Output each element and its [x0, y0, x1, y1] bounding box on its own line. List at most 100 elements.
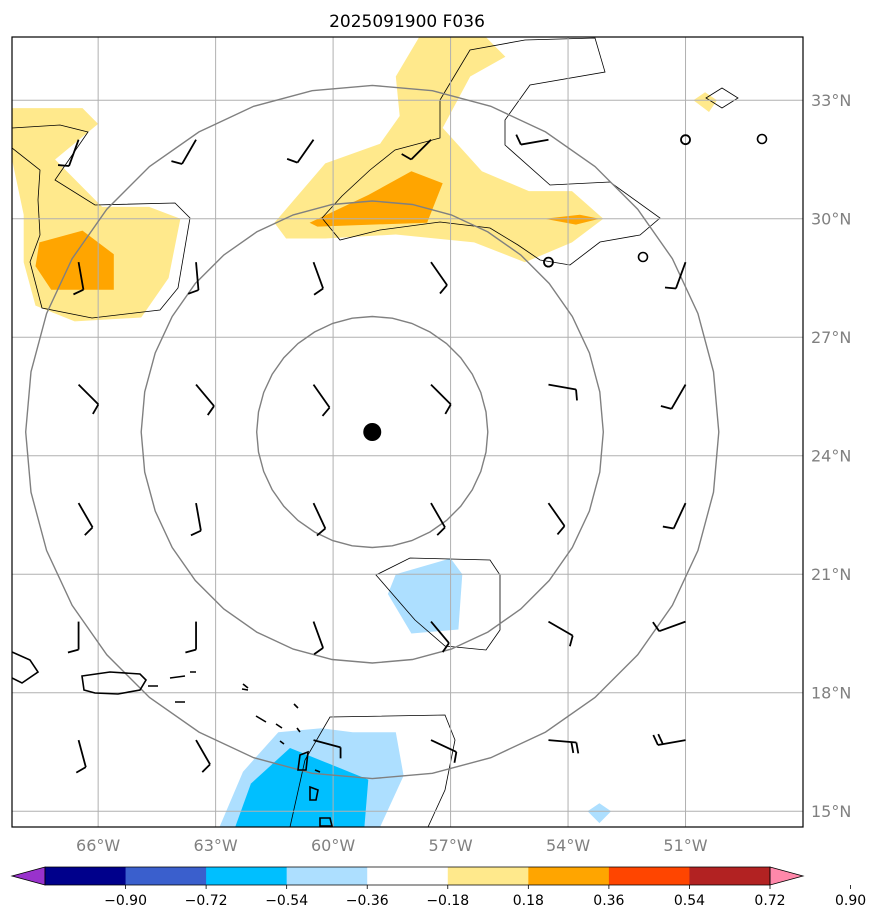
colorbar-segment-4 — [367, 867, 449, 885]
wind-barb-flag — [316, 527, 326, 537]
colorbar-segment-0 — [45, 867, 127, 885]
wind-barb-flag — [321, 406, 331, 417]
wind-barb-30 — [195, 739, 211, 773]
wind-barb-flag — [187, 289, 199, 295]
wind-barb-flag — [439, 284, 448, 295]
wind-barb-11 — [77, 383, 100, 415]
wind-barb-flag — [652, 621, 660, 632]
wind-barb-22 — [662, 502, 687, 530]
wind-barb-flag — [444, 403, 452, 415]
wind-barb-23 — [67, 621, 80, 654]
chart-title: 2025091900 F036 — [329, 12, 485, 32]
wind-barb-flag — [570, 741, 575, 754]
coastline-islet-e — [637, 251, 649, 263]
colorbar-tick-label-3: −0.36 — [346, 893, 389, 909]
wind-barb-flag — [401, 153, 412, 161]
lat-tick-label-6: 33°N — [811, 91, 851, 110]
axis-tick-labels: 66°W 63°W 60°W 57°W 54°W 51°W 15°N 18°N 21°N 24°N… — [76, 91, 851, 855]
contour-line-center — [375, 557, 501, 651]
wind-barb-31 — [313, 739, 342, 759]
wind-barb-7 — [312, 261, 324, 296]
coastline-lesser-antilles — [255, 703, 334, 827]
wind-barb-shaft — [77, 739, 87, 768]
coastline-hispaniola-tip — [12, 651, 40, 684]
range-ring-1 — [255, 315, 489, 549]
wind-barb-20 — [430, 502, 446, 536]
wind-barb-shaft — [430, 502, 446, 528]
lon-tick-label-2: 60°W — [311, 836, 355, 855]
wind-barb-flag — [57, 164, 70, 167]
colorbar: −0.90 −0.72 −0.54 −0.36 −0.18 0.18 0.36 0.54 0.7… — [10, 866, 866, 909]
wind-barb-shaft — [658, 620, 686, 633]
wind-barb-shaft — [181, 139, 197, 165]
wind-barb-13 — [312, 384, 331, 417]
wind-barb-15 — [548, 383, 578, 401]
wind-barb-shaft — [430, 621, 450, 644]
wind-barb-calm — [543, 256, 554, 268]
wind-barb-9 — [543, 256, 554, 268]
wind-barb-5 — [73, 261, 85, 296]
wind-barb-flag — [73, 288, 84, 296]
wind-barb-shaft — [195, 502, 202, 531]
colorbar-segment-1 — [125, 867, 207, 885]
wind-barb-10 — [664, 261, 687, 290]
colorbar-segment-5 — [447, 867, 529, 885]
range-rings — [24, 84, 720, 780]
colorbar-tick-label-4: −0.18 — [426, 893, 469, 909]
wind-barb-34 — [652, 733, 686, 746]
colorbar-tick-label-8: 0.72 — [754, 893, 785, 909]
wind-barb-18 — [190, 502, 202, 537]
coastline-puerto-rico — [81, 671, 148, 695]
wind-barb-shaft — [672, 502, 687, 529]
lat-tick-label-5: 30°N — [811, 210, 851, 229]
field-north-orange-core — [309, 171, 443, 227]
map-frame — [11, 36, 804, 828]
lat-tick-label-1: 18°N — [811, 684, 851, 703]
wind-barb-shaft — [195, 262, 200, 291]
wind-barb-shaft — [410, 139, 432, 161]
wind-barb-shaft — [670, 384, 687, 410]
wind-barb-4 — [515, 134, 549, 146]
wind-barb-flag — [575, 742, 580, 754]
field-central-negative-region — [387, 558, 463, 634]
wind-barb-shaft — [312, 621, 324, 649]
wind-barb-6 — [187, 262, 200, 295]
wind-barb-25 — [312, 621, 324, 655]
wind-barb-flag — [515, 134, 522, 145]
wind-barb-3 — [401, 139, 432, 161]
wind-barb-flag — [190, 529, 202, 537]
wind-barb-shaft — [68, 139, 80, 167]
wind-barb-flag — [286, 158, 298, 164]
wind-barb-shaft — [312, 384, 331, 409]
wind-barb-28 — [652, 620, 686, 633]
wind-barb-flag — [556, 525, 566, 536]
wind-barb-flag — [660, 405, 672, 410]
wind-barbs — [57, 134, 691, 774]
field-southeast-small-blob — [587, 803, 612, 824]
colorbar-tick-label-6: 0.36 — [593, 893, 624, 909]
wind-barb-19 — [312, 502, 327, 537]
wind-barb-shaft — [430, 261, 448, 286]
colorbar-extend-low — [10, 866, 46, 886]
wind-barb-shaft — [77, 261, 85, 290]
wind-barb-flag — [569, 635, 574, 647]
colorbar-segment-3 — [286, 867, 368, 885]
contour-line-ne — [705, 87, 739, 109]
wind-barb-calm — [680, 134, 691, 146]
colorbar-extend-high — [769, 866, 805, 886]
wind-barb-flag — [92, 403, 100, 415]
wind-barb-flag — [453, 751, 458, 763]
wind-barb-shaft — [547, 502, 566, 527]
lon-tick-label-3: 57°W — [428, 836, 472, 855]
wind-barb-shaft — [312, 261, 324, 289]
coastlines — [12, 133, 768, 827]
contour-line-north — [321, 37, 661, 266]
wind-barb-shaft — [313, 739, 341, 749]
colorbar-segment-6 — [528, 867, 610, 885]
field-west-orange-core — [35, 230, 114, 290]
lat-tick-label-0: 15°N — [811, 802, 851, 821]
shaded-fields — [12, 37, 717, 827]
wind-barb-flag — [75, 766, 87, 774]
wind-barb-shaft — [195, 384, 215, 407]
wind-barb-0 — [57, 139, 80, 167]
